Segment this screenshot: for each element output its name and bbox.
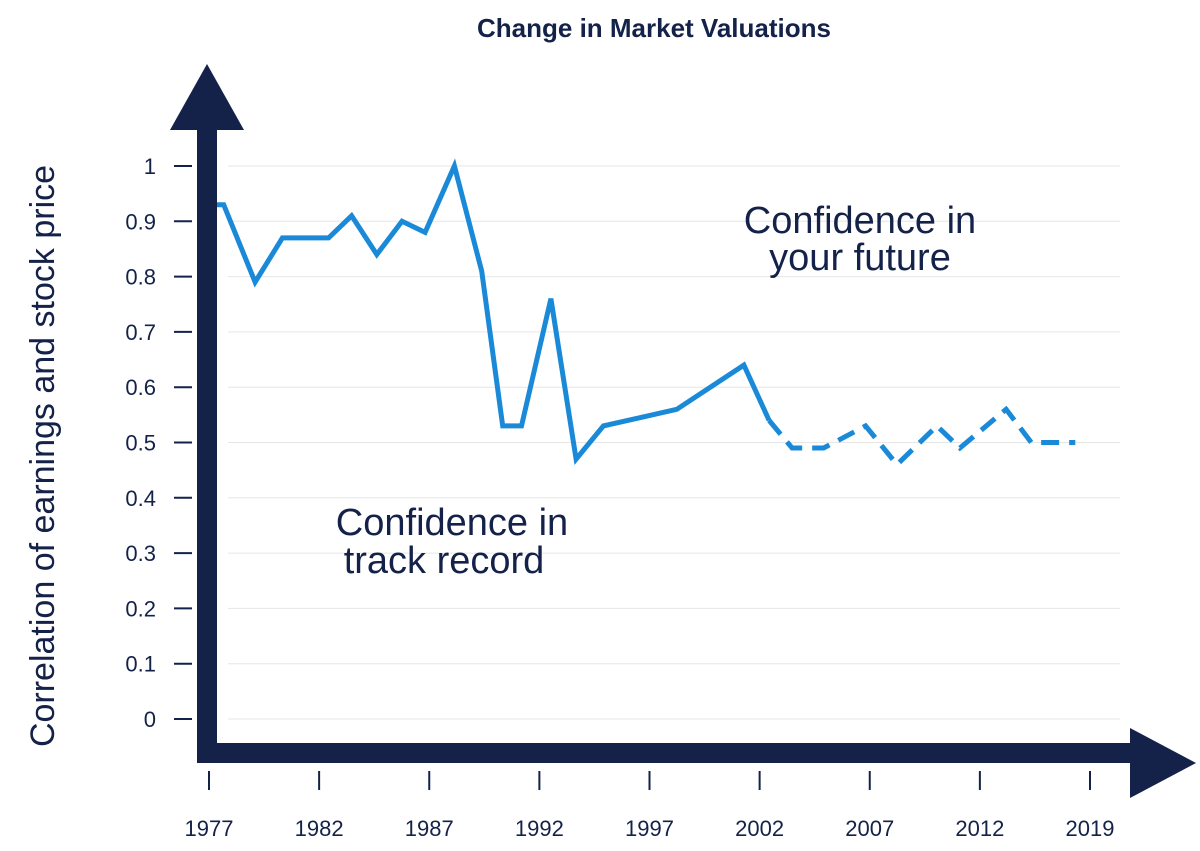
grid-lines: [228, 165, 1120, 720]
y-axis-arrowhead: [170, 64, 244, 130]
y-tick-label-7: 0.7: [125, 320, 156, 345]
y-tick-label-10: 1: [144, 154, 156, 179]
x-tick-label-5: 2002: [735, 816, 784, 841]
x-tick-label-6: 2007: [845, 816, 894, 841]
annotations: Confidence in your future Confidence in …: [336, 200, 976, 582]
x-axis-arrowhead: [1130, 728, 1196, 798]
axes: [170, 64, 1196, 798]
chart-title: Change in Market Valuations: [477, 13, 831, 43]
y-tick-label-8: 0.8: [125, 265, 156, 290]
x-tick-label-8: 2019: [1066, 816, 1115, 841]
x-tick-label-2: 1987: [405, 816, 454, 841]
y-tick-label-2: 0.2: [125, 596, 156, 621]
x-axis-ticks: 1977 1982 1987 1992 1997 2002 2007 2012 2019: [185, 771, 1115, 841]
y-tick-label-0: 0: [144, 707, 156, 732]
y-tick-label-5: 0.5: [125, 431, 156, 456]
y-tick-label-3: 0.3: [125, 541, 156, 566]
y-tick-label-1: 0.1: [125, 652, 156, 677]
x-tick-label-1: 1982: [295, 816, 344, 841]
annotation-future-line-1: Confidence in: [744, 200, 976, 242]
y-tick-label-9: 0.9: [125, 209, 156, 234]
series-line-dashed-0: [767, 405, 1076, 469]
data-series: [213, 158, 1076, 469]
y-axis-label: Correlation of earnings and stock price: [24, 165, 62, 747]
annotation-track-record-line-1: Confidence in: [336, 502, 568, 544]
series-line-solid-0: [213, 158, 772, 465]
annotation-track-record-line-2: track record: [344, 540, 545, 582]
y-axis-ticks: 0 0.1 0.2 0.3 0.4 0.5 0.6 0.7 0.8 0.9 1: [125, 154, 192, 732]
x-tick-label-7: 2012: [955, 816, 1004, 841]
y-tick-label-4: 0.4: [125, 486, 156, 511]
x-tick-label-0: 1977: [185, 816, 234, 841]
x-tick-label-4: 1997: [625, 816, 674, 841]
y-tick-label-6: 0.6: [125, 375, 156, 400]
x-tick-label-3: 1992: [515, 816, 564, 841]
annotation-future-line-2: your future: [769, 237, 951, 279]
